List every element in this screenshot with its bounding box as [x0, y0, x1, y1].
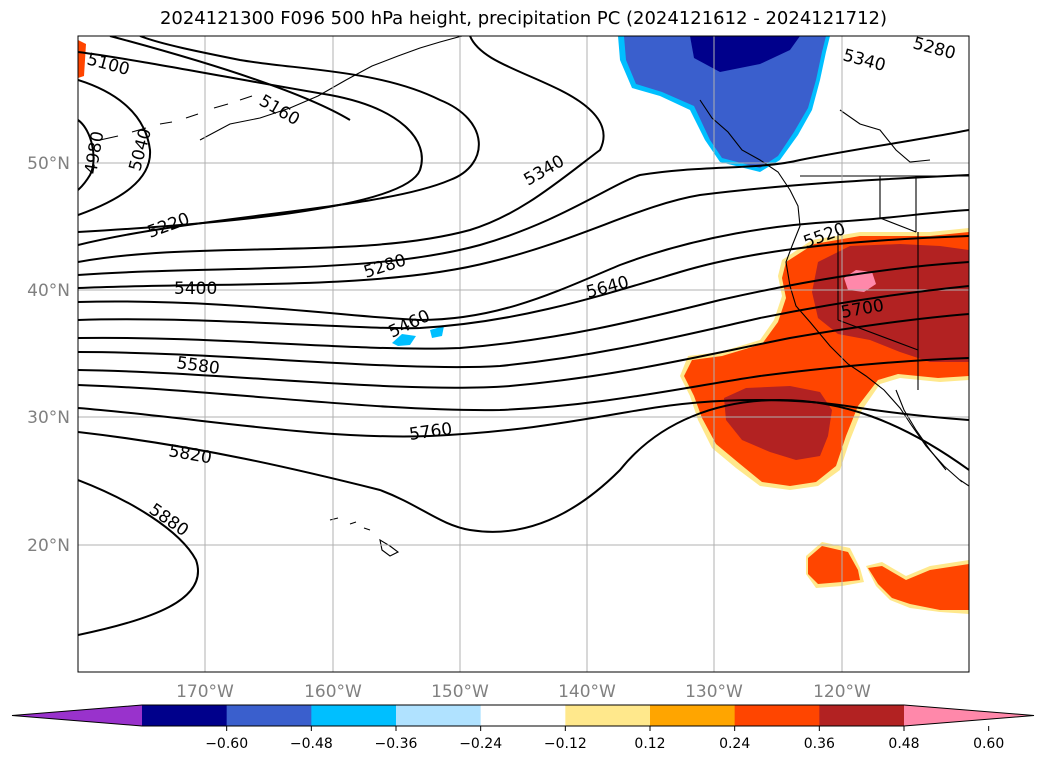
colorbar-tick-label: 0.12 — [634, 736, 665, 752]
contour-line — [78, 261, 969, 350]
map-area: 4980 5040 5100 5160 5220 5280 5340 5400 … — [78, 36, 969, 672]
contour-line — [78, 285, 969, 369]
colorbar-tick-label: 0.48 — [888, 736, 919, 752]
colorbar-segment — [311, 705, 397, 726]
precip-negative-region — [392, 334, 416, 346]
contour-line — [78, 36, 480, 246]
colorbar-segment — [734, 705, 820, 726]
colorbar-tick-label: −0.12 — [544, 736, 587, 752]
latitude-label: 30°N — [27, 408, 70, 428]
precip-negative-region — [430, 326, 444, 338]
colorbar-extend-max — [904, 705, 1034, 726]
longitude-labels: 170°W 160°W 150°W 140°W 130°W 120°W — [176, 682, 871, 702]
colorbar-segment — [142, 705, 228, 726]
colorbar-segment — [396, 705, 482, 726]
canada-interior — [839, 109, 931, 163]
contour-line — [78, 398, 969, 533]
contour-line — [78, 129, 969, 276]
graticule — [78, 36, 969, 672]
map-title: 2024121300 F096 500 hPa height, precipit… — [159, 8, 888, 29]
height-contours — [78, 36, 969, 636]
longitude-label: 170°W — [176, 682, 234, 702]
colorbar-segment — [650, 705, 736, 726]
latitude-label: 40°N — [27, 281, 70, 301]
longitude-label: 130°W — [685, 682, 743, 702]
contour-line — [78, 36, 605, 263]
baja-california — [895, 389, 947, 471]
contour-line — [109, 36, 351, 121]
latitude-labels: 50°N 40°N 30°N 20°N — [27, 154, 70, 556]
colorbar-segment — [480, 705, 566, 726]
colorbar: −0.60 −0.48 −0.36 −0.24 −0.12 0.12 0.24 0.36 0.4… — [11, 704, 1035, 752]
latitude-label: 50°N — [27, 154, 70, 174]
colorbar-tick-label: −0.24 — [459, 736, 502, 752]
contour-line — [78, 51, 423, 233]
colorbar-tick-label: −0.60 — [205, 736, 248, 752]
contour-line — [78, 119, 95, 191]
colorbar-extend-min — [12, 705, 142, 726]
precip-positive-region — [808, 546, 860, 584]
contour-label: 5400 — [174, 279, 217, 299]
latitude-label: 20°N — [27, 536, 70, 556]
aleutian-islands — [99, 95, 253, 141]
colorbar-segment — [226, 705, 312, 726]
contour-line — [78, 235, 969, 330]
colorbar-tick-label: −0.36 — [375, 736, 418, 752]
colorbar-segment — [819, 705, 905, 726]
longitude-label: 140°W — [558, 682, 616, 702]
precip-positive-region — [78, 40, 86, 78]
contour-line — [78, 209, 969, 322]
alaska-coast — [199, 36, 463, 141]
colorbar-tick-label: 0.24 — [719, 736, 750, 752]
contour-line — [78, 174, 969, 289]
mexico-coast — [959, 479, 969, 487]
colorbar-segment — [565, 705, 651, 726]
contour-line — [78, 313, 969, 389]
state-borders — [837, 176, 919, 390]
longitude-label: 150°W — [431, 682, 489, 702]
colorbar-outline — [11, 704, 1035, 727]
precip-positive-region — [868, 564, 969, 610]
map-frame — [77, 35, 970, 673]
contour-line — [78, 357, 969, 412]
contour-line — [78, 399, 969, 438]
colorbar-tick-label: 0.60 — [973, 736, 1004, 752]
colorbar-tick-label: 0.36 — [804, 736, 835, 752]
precip-negative-region — [690, 36, 800, 72]
contour-line — [78, 79, 152, 216]
precip-positive-core — [724, 386, 832, 460]
hawaii-islands — [329, 517, 400, 557]
longitude-label: 160°W — [304, 682, 362, 702]
colorbar-tick-label: −0.48 — [290, 736, 333, 752]
contour-line — [78, 479, 199, 636]
longitude-label: 120°W — [813, 682, 871, 702]
precip-negative-region — [624, 36, 826, 168]
